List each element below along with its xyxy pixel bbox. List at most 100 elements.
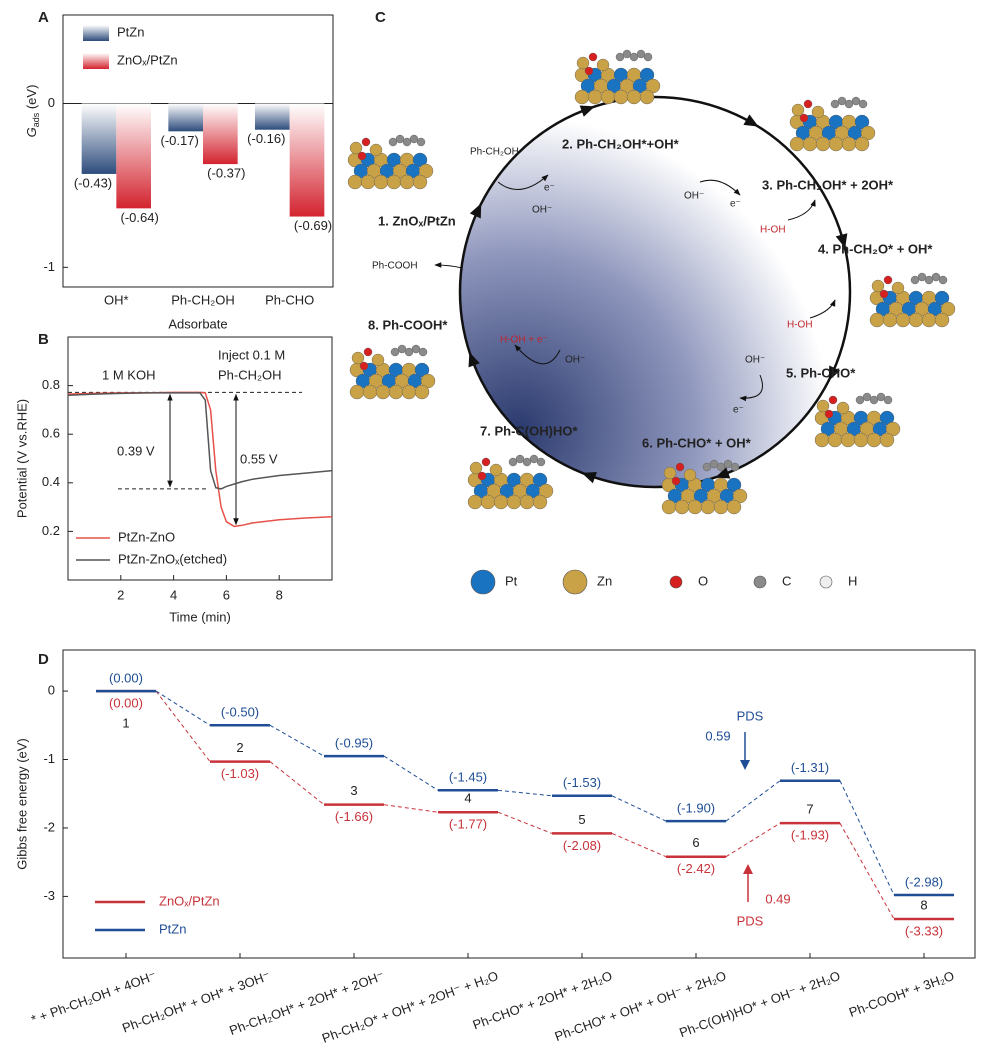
atom (481, 457, 491, 467)
atom (885, 421, 901, 437)
bar (81, 103, 117, 174)
atom (347, 174, 363, 190)
arrowhead (740, 760, 750, 770)
step-label: 2. Ph-CH₂OH*+OH* (562, 136, 680, 151)
step-label: 1. ZnOₓ/PtZn (378, 213, 456, 228)
cycle-arrowhead (828, 365, 841, 381)
atom (412, 174, 428, 190)
atom (508, 457, 518, 467)
connector (155, 690, 211, 762)
atom (827, 432, 843, 448)
atom (622, 49, 632, 59)
atom (924, 275, 934, 285)
cycle-arrowhead (743, 114, 759, 127)
atom (879, 432, 895, 448)
atom (938, 275, 948, 285)
atom (661, 499, 677, 515)
atom (349, 141, 363, 155)
x-tick-label: 8 (276, 587, 283, 602)
atom (362, 384, 378, 400)
atom (815, 136, 831, 152)
legend-label: ZnOₓ/PtZn (159, 893, 220, 908)
atom (418, 347, 428, 357)
bar (289, 103, 325, 217)
atom (360, 174, 376, 190)
reagent-label: H-OH + e⁻ (500, 335, 548, 346)
atom (359, 361, 369, 371)
atom (674, 499, 690, 515)
atom (522, 457, 532, 467)
atom (418, 163, 434, 179)
step-label: 8 (920, 897, 927, 912)
legend-swatch (83, 53, 109, 69)
atom (828, 395, 838, 405)
annotation: PDS (737, 708, 764, 723)
value-label: (-2.08) (563, 838, 601, 853)
atom (414, 362, 430, 378)
bar (168, 103, 203, 132)
atom (862, 392, 872, 402)
step-label: 5. Ph-CHO* (786, 365, 856, 380)
atom (584, 66, 594, 76)
atom (399, 174, 415, 190)
y-tick-label: -1 (43, 751, 55, 766)
step-label: 4 (464, 791, 471, 806)
atom (388, 384, 404, 400)
y-axis-label: Gibbs free energy (eV) (14, 738, 29, 870)
atom (730, 462, 740, 472)
atom (702, 462, 712, 472)
panel-label: A (38, 9, 49, 26)
value-label: (-3.33) (905, 923, 943, 938)
y-tick-label: 0.2 (42, 523, 60, 538)
y-tick-label: 0.4 (42, 474, 60, 489)
atom (626, 89, 642, 105)
bar (203, 103, 238, 165)
atom (917, 272, 927, 282)
atom (860, 125, 876, 141)
atom (732, 488, 748, 504)
value-label: (-2.98) (905, 874, 943, 889)
cycle-arrowhead (581, 471, 597, 484)
atom (799, 113, 809, 123)
atom (687, 499, 703, 515)
cycle-arrowhead (468, 352, 480, 368)
reagent-arrow (514, 344, 561, 365)
atom (351, 351, 365, 365)
legend-label: C (782, 573, 791, 588)
bar (116, 103, 151, 209)
atom (830, 99, 840, 109)
atom (716, 462, 726, 472)
atom (411, 344, 421, 354)
atom (841, 136, 857, 152)
reagent-label: Ph-CH₂OH (470, 147, 519, 158)
atom (469, 461, 483, 475)
atom (824, 409, 834, 419)
atom (683, 468, 697, 482)
reagent-arrow (809, 299, 836, 319)
value-label: (-0.43) (74, 175, 112, 190)
atom (506, 494, 522, 510)
atom (814, 432, 830, 448)
legend-atom (470, 569, 496, 595)
reagent-label: OH⁻ (745, 355, 765, 366)
step-label: 4. Ph-CH₂O* + OH* (818, 241, 933, 256)
atom (723, 459, 733, 469)
value-label: (-1.03) (221, 766, 259, 781)
connector (611, 832, 667, 858)
connector (383, 755, 439, 791)
annotation: 0.59 (705, 728, 730, 743)
atom (844, 99, 854, 109)
atom (934, 312, 950, 328)
step-label: 6. Ph-CHO* + OH* (642, 435, 752, 450)
atom (854, 136, 870, 152)
plot-frame (62, 649, 976, 959)
atom (489, 463, 503, 477)
y-axis-label: Gads (eV) (24, 85, 41, 138)
reagent-label: e⁻ (730, 199, 741, 210)
legend-label: PtZn (159, 921, 186, 936)
annotation: 0.49 (765, 891, 790, 906)
atom (811, 105, 825, 119)
value-label: (-0.50) (221, 705, 259, 720)
legend-label: H (848, 573, 857, 588)
atom (373, 174, 389, 190)
